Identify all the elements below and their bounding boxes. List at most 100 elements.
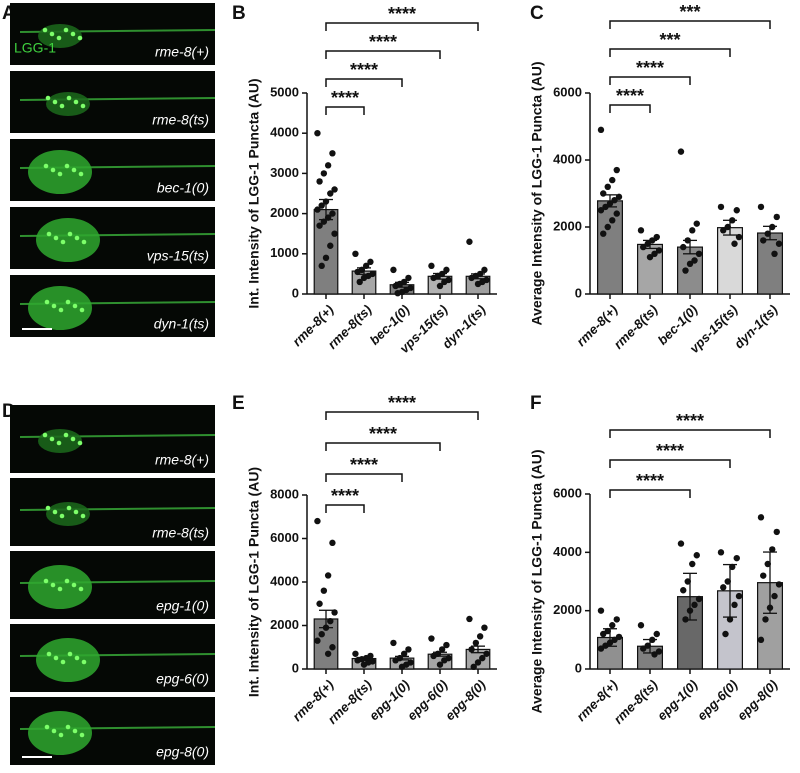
puncta	[53, 235, 59, 241]
marker-label: LGG-1	[14, 40, 56, 56]
puncta	[71, 582, 77, 588]
error-bar	[395, 281, 409, 288]
y-tick-label: 2000	[270, 205, 299, 220]
image-caption: epg-1(0)	[156, 598, 209, 614]
data-point	[400, 650, 408, 657]
data-point	[314, 206, 321, 213]
data-point	[695, 595, 703, 603]
puncta	[70, 436, 76, 442]
significance-bracket	[609, 104, 651, 113]
x-tick-label: rme-8(ts)	[611, 677, 661, 727]
puncta	[66, 95, 72, 101]
error-bar	[433, 651, 447, 657]
data-point	[428, 635, 435, 642]
data-point	[320, 587, 328, 594]
data-point	[615, 193, 623, 201]
puncta	[65, 724, 71, 730]
data-point	[757, 636, 765, 644]
significance-bracket	[325, 50, 441, 59]
data-point	[691, 601, 698, 609]
data-point	[354, 268, 361, 276]
significance-bracket	[325, 473, 403, 482]
data-point	[720, 584, 727, 591]
micrograph	[10, 478, 215, 546]
error-bar	[319, 609, 333, 629]
data-point	[613, 210, 620, 217]
y-tick-label: 3000	[270, 165, 299, 180]
y-axis-label: Int. Intensity of LGG-1 Puncta (AU)	[246, 467, 262, 697]
puncta	[49, 436, 55, 442]
data-point	[327, 617, 334, 625]
data-point	[677, 148, 685, 155]
puncta	[51, 303, 57, 309]
data-point	[722, 630, 729, 638]
data-point	[609, 176, 616, 184]
puncta	[60, 659, 66, 665]
data-point	[392, 282, 399, 290]
data-point	[443, 641, 450, 649]
significance-bracket	[325, 78, 403, 87]
puncta	[71, 167, 77, 173]
data-point	[597, 607, 605, 614]
data-point	[655, 247, 663, 254]
puncta	[45, 505, 51, 511]
puncta	[66, 505, 72, 511]
y-tick-label: 6000	[553, 84, 582, 99]
puncta	[42, 27, 48, 33]
puncta	[72, 303, 78, 309]
image-caption: rme-8(ts)	[152, 525, 209, 541]
data-point	[613, 166, 620, 174]
data-point	[390, 639, 397, 647]
y-axis-label: Int. Intensity of LGG-1 Puncta (AU)	[246, 78, 262, 308]
y-tick-label: 2000	[270, 617, 299, 632]
data-point	[695, 250, 703, 257]
data-point	[470, 663, 477, 671]
significance-label: ****	[388, 4, 416, 24]
y-tick-label: 8000	[270, 486, 299, 501]
data-point	[318, 262, 325, 270]
puncta	[64, 163, 70, 169]
significance-label: ****	[636, 58, 664, 78]
data-point	[735, 233, 743, 241]
puncta	[49, 31, 55, 37]
data-point	[443, 266, 450, 274]
data-point	[398, 663, 406, 671]
data-point	[474, 659, 482, 666]
significance-label: ****	[350, 60, 378, 80]
puncta	[64, 578, 70, 584]
data-point	[717, 549, 725, 556]
data-point	[689, 560, 696, 568]
cell-body	[36, 218, 100, 262]
data-point	[331, 230, 338, 237]
data-point	[693, 220, 700, 227]
y-tick-label: 4000	[270, 125, 299, 140]
puncta	[58, 732, 64, 738]
data-point	[735, 592, 743, 600]
data-point	[640, 243, 647, 251]
data-point	[472, 639, 480, 647]
data-point	[775, 240, 783, 247]
puncta	[65, 299, 71, 305]
error-bar	[683, 239, 697, 255]
y-tick-label: 6000	[270, 530, 299, 545]
puncta	[73, 99, 79, 105]
panel-letter: E	[232, 393, 245, 414]
significance-label: ****	[656, 441, 684, 461]
y-axis-label: Average Intensity of LGG-1 Puncta (AU)	[529, 450, 545, 714]
error-bar	[723, 219, 737, 236]
puncta	[81, 239, 87, 245]
significance-label: ****	[676, 411, 704, 431]
puncta	[80, 513, 86, 519]
error-bar	[471, 645, 485, 654]
data-point	[600, 630, 607, 638]
significance-label: ****	[616, 86, 644, 106]
data-point	[717, 203, 725, 211]
data-point	[405, 274, 412, 282]
data-point	[436, 661, 444, 668]
y-tick-label: 2000	[553, 602, 582, 617]
data-point	[724, 578, 731, 585]
significance-bracket	[609, 20, 771, 29]
puncta	[74, 655, 80, 661]
data-point	[436, 282, 444, 290]
data-point	[314, 637, 321, 644]
